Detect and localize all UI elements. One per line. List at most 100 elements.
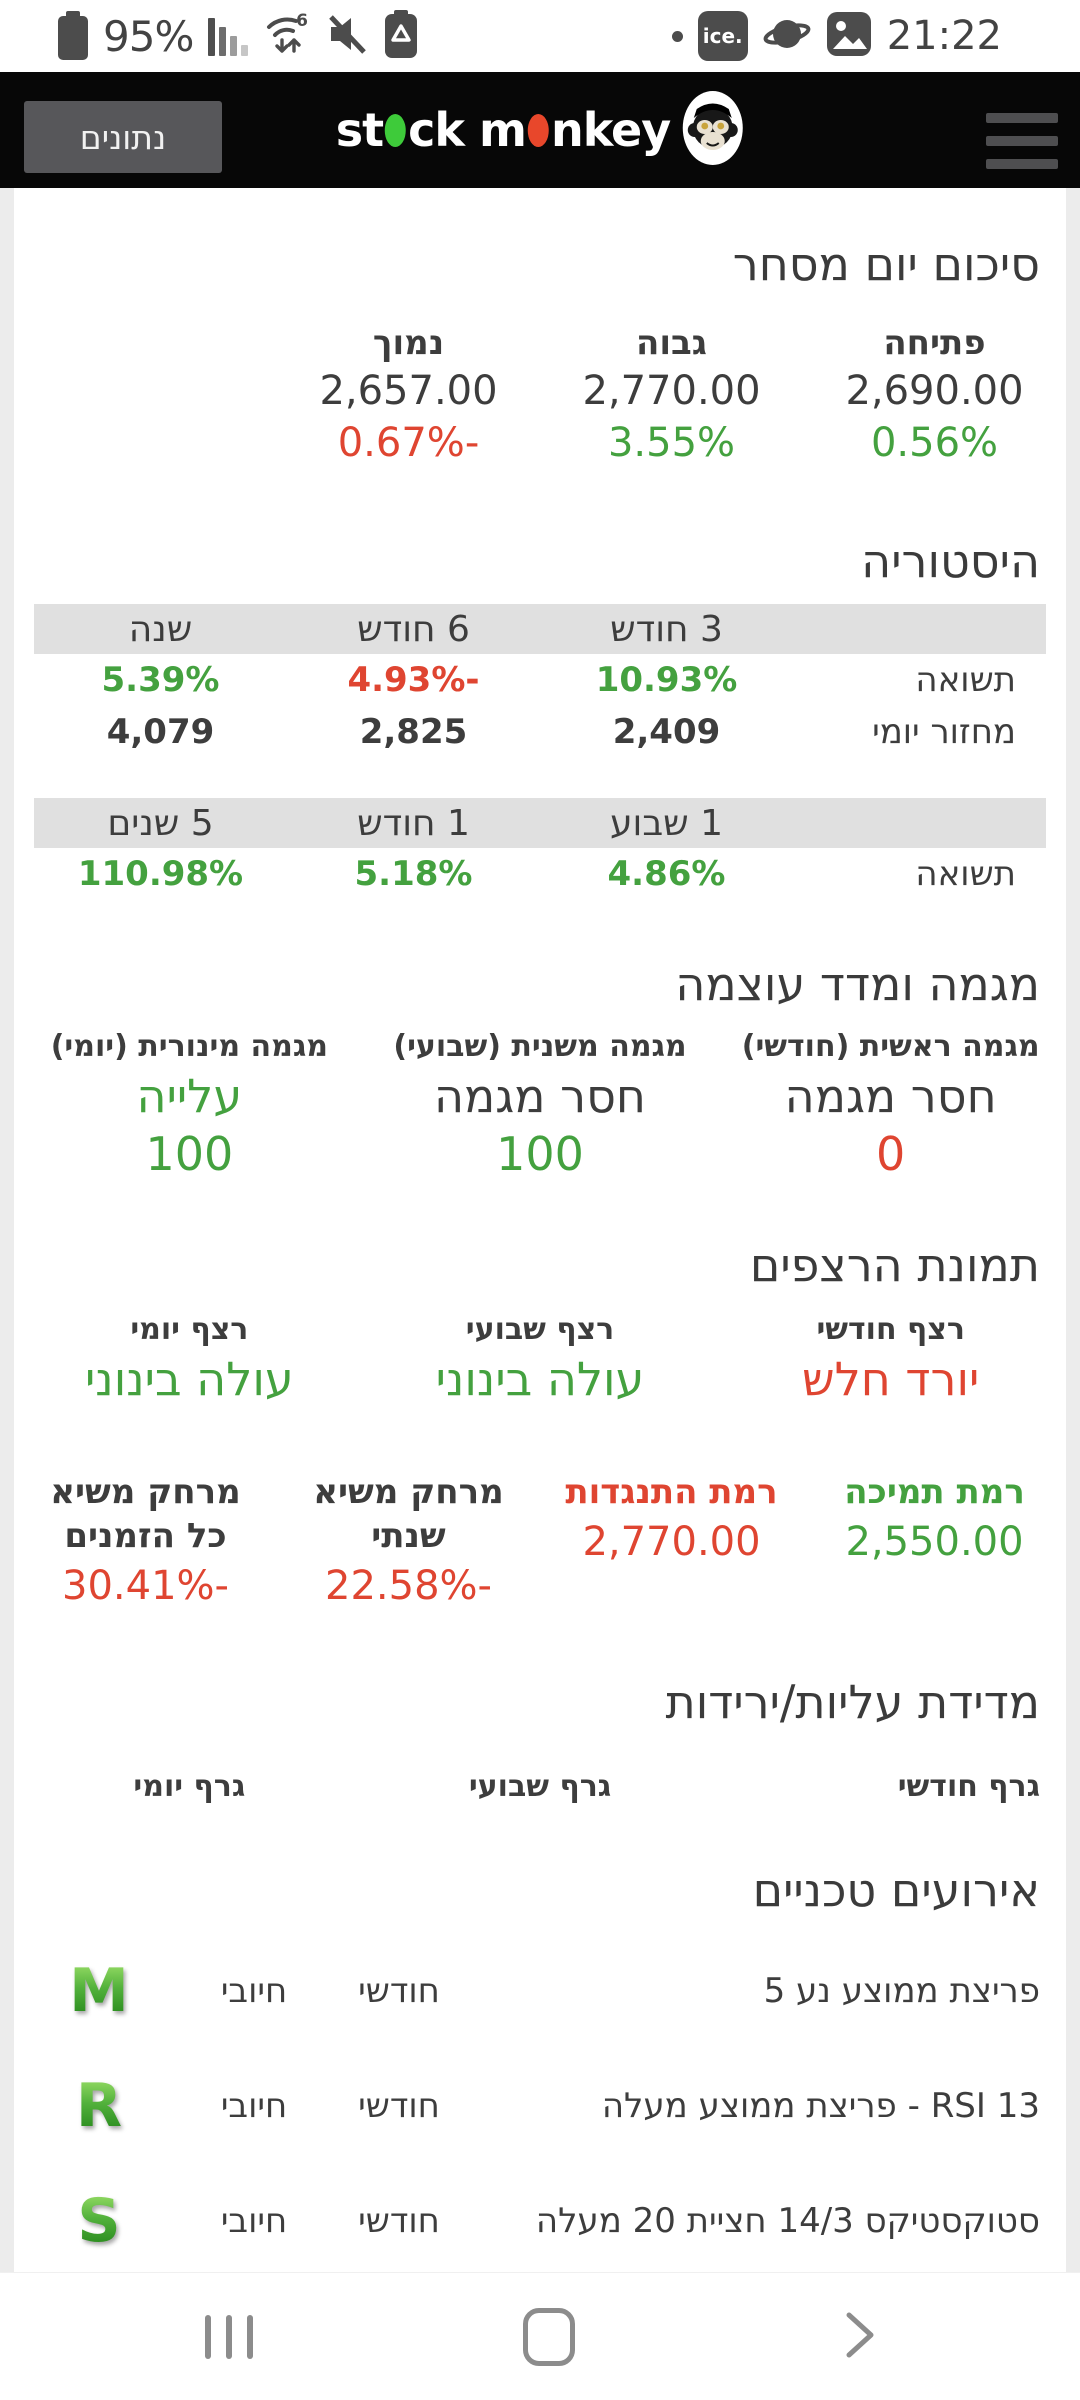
day-summary-col-low: נמוך 2,657.00 -0.67% (277, 321, 540, 469)
event-period: חודשי (358, 1970, 440, 2011)
volume-1y: 4,079 (106, 712, 215, 752)
monkey-logo-icon (682, 90, 744, 170)
svg-text:6: 6 (296, 11, 308, 31)
home-icon[interactable] (523, 2307, 575, 2366)
trend-score: 100 (496, 1127, 584, 1181)
trend-col-primary: מגמה ראשית (חודשי) חסר מגמה 0 (715, 1027, 1066, 1183)
event-description: סטוקסטיקס 14/3 חציית 20 מעלה (535, 2200, 1040, 2241)
period-header: 5 שנים (107, 802, 214, 844)
graph-monthly-link[interactable]: גרף חודשי (897, 1769, 1040, 1804)
logo-o-green (385, 113, 407, 147)
browser-icon (763, 12, 811, 60)
seq-col-weekly: רצף שבועי עולה בינוני (365, 1310, 716, 1408)
volume-6m: 2,825 (359, 712, 468, 752)
period-header: שנה (128, 608, 193, 650)
period-header: 6 חודש (357, 608, 470, 650)
list-item[interactable]: RSI 13 - פריצת ממוצע מעלה חודשי חיובי R (14, 2048, 1066, 2163)
col-header: מרחק משיא כל הזמנים (50, 1472, 241, 1556)
events-list: פריצת ממוצע נע 5 חודשי חיובי M RSI 13 - … (14, 1933, 1066, 2272)
resistance-level: רמת התנגדות 2,770.00 (540, 1470, 803, 1614)
high-change: 3.55% (607, 420, 736, 466)
distance-alltime-value: -30.41% (62, 1563, 229, 1609)
trend-grid: מגמה ראשית (חודשי) חסר מגמה 0 מגמה משנית… (14, 1027, 1066, 1183)
support-level: רמת תמיכה 2,550.00 (803, 1470, 1066, 1614)
history-table-1-header: 3 חודש 6 חודש שנה (34, 604, 1046, 654)
section-title-events: אירועים טכניים (752, 1863, 1040, 1917)
hamburger-menu-icon[interactable] (986, 113, 1058, 169)
ice-app-icon: ice. (697, 11, 748, 61)
period-header: 1 שבוע (609, 802, 723, 844)
distance-alltime-high: מרחק משיא כל הזמנים -30.41% (14, 1470, 277, 1614)
day-summary-grid: פתיחה 2,690.00 0.56% גבוה 2,770.00 3.55%… (277, 321, 1066, 469)
open-value: 2,690.00 (845, 368, 1024, 414)
day-summary-col-open: פתיחה 2,690.00 0.56% (803, 321, 1066, 469)
event-sentiment: חיובי (220, 2200, 288, 2241)
distance-yearly-value: -22.58% (325, 1563, 492, 1609)
gallery-icon (826, 11, 872, 61)
seq-state: עולה בינוני (85, 1352, 294, 1406)
support-value: 2,550.00 (845, 1519, 1024, 1565)
history-table-1: 3 חודש 6 חודש שנה תשואה 10.93% -4.93% 5.… (34, 604, 1046, 758)
section-title-sequences: תמונת הרצפים (749, 1238, 1040, 1292)
event-description: RSI 13 - פריצת ממוצע מעלה (601, 2085, 1040, 2126)
trend-score: 100 (145, 1127, 234, 1181)
page-background: סיכום יום מסחר פתיחה 2,690.00 0.56% גבוה… (0, 188, 1080, 2272)
trend-state: עלייה (136, 1069, 243, 1123)
stochastics-icon: S (14, 2186, 184, 2256)
col-header: מרחק משיא שנתי (313, 1472, 504, 1556)
section-title-updown: מדידת עליות/ירידות (665, 1675, 1040, 1729)
back-icon[interactable] (845, 2309, 875, 2365)
clock-time: 21:22 (886, 13, 1002, 59)
graph-daily-link[interactable]: גרף יומי (133, 1769, 246, 1804)
row-label: מחזור יומי (872, 712, 1016, 752)
table-row: תשואה 4.86% 5.18% 110.98% (34, 848, 1046, 900)
low-change: -0.67% (337, 420, 480, 466)
logo-text: st ck m nkey (335, 103, 671, 157)
period-header: 1 חודש (357, 802, 470, 844)
history-table-2: 1 שבוע 1 חודש 5 שנים תשואה 4.86% 5.18% 1… (34, 798, 1046, 900)
system-nav-bar (0, 2272, 1080, 2400)
graph-weekly-link[interactable]: גרף שבועי (468, 1769, 612, 1804)
levels-grid: רמת תמיכה 2,550.00 רמת התנגדות 2,770.00 … (14, 1470, 1066, 1614)
event-sentiment: חיובי (220, 1970, 288, 2011)
content-card: סיכום יום מסחר פתיחה 2,690.00 0.56% גבוה… (14, 188, 1066, 2272)
history-table-2-header: 1 שבוע 1 חודש 5 שנים (34, 798, 1046, 848)
seq-state: עולה בינוני (435, 1352, 645, 1406)
col-header: מגמה ראשית (חודשי) (741, 1029, 1040, 1064)
event-period: חודשי (358, 2085, 440, 2126)
col-header: רצף יומי (130, 1312, 249, 1347)
battery-percent: 95% (103, 11, 194, 61)
col-header: רמת תמיכה (844, 1472, 1025, 1512)
col-header: רצף חודשי (816, 1312, 965, 1347)
row-label: תשואה (915, 854, 1016, 894)
table-row: תשואה 10.93% -4.93% 5.39% (34, 654, 1046, 706)
distance-yearly-high: מרחק משיא שנתי -22.58% (277, 1470, 540, 1614)
volume-3m: 2,409 (612, 712, 721, 752)
notification-dot-icon (671, 30, 683, 42)
return-1w: 4.86% (607, 854, 726, 894)
list-item[interactable]: פריצת ממוצע נע 5 חודשי חיובי M (14, 1933, 1066, 2048)
status-bar: 95% 6 (0, 0, 1080, 72)
sequences-grid: רצף חודשי יורד חלש רצף שבועי עולה בינוני… (14, 1310, 1066, 1408)
col-header: פתיחה (883, 323, 986, 363)
list-item[interactable]: סטוקסטיקס 14/3 חציית 20 מעלה חודשי חיובי… (14, 2163, 1066, 2272)
wifi6-icon: 6 (263, 10, 311, 62)
table-row: מחזור יומי 2,409 2,825 4,079 (34, 706, 1046, 758)
trend-col-minor: מגמה מינורית (יומי) עלייה 100 (14, 1027, 365, 1183)
recents-icon[interactable] (205, 2314, 253, 2359)
row-label: תשואה (915, 660, 1016, 700)
section-title-trend: מגמה ומדד עוצמה (675, 957, 1040, 1011)
section-title-history: היסטוריה (861, 534, 1040, 588)
status-left: 95% 6 (58, 9, 419, 63)
status-right: ice. 21:22 (671, 11, 1002, 61)
data-button[interactable]: נתונים (24, 101, 222, 173)
event-description: פריצת ממוצע נע 5 (763, 1970, 1040, 2011)
col-header: גבוה (636, 323, 707, 363)
day-summary-col-high: גבוה 2,770.00 3.55% (540, 321, 803, 469)
return-1y: 5.39% (101, 660, 220, 700)
return-1m: 5.18% (354, 854, 473, 894)
trend-score: 0 (876, 1127, 906, 1181)
seq-col-daily: רצף יומי עולה בינוני (14, 1310, 365, 1408)
app-logo[interactable]: st ck m nkey (336, 72, 744, 188)
section-title-day-summary: סיכום יום מסחר (732, 237, 1040, 291)
